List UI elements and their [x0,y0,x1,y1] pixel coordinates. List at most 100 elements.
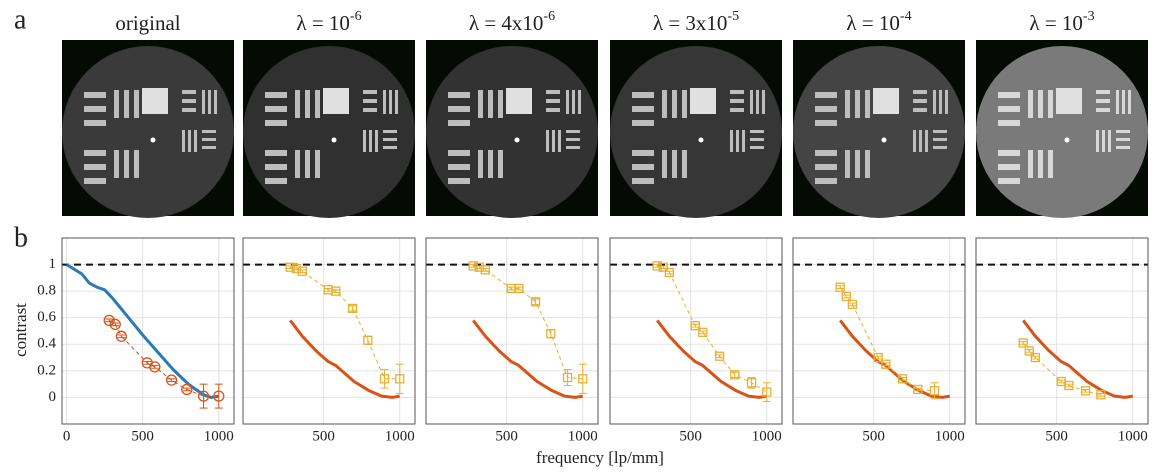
image-feature [558,130,561,152]
x-tick-label: 1000 [1118,428,1148,444]
panel-label: a [14,4,27,35]
image-feature [363,99,377,103]
image-feature [1108,130,1111,152]
panel-label: b [14,222,28,253]
error-bar [111,322,120,327]
image-disc [793,46,965,218]
image-feature [1028,150,1033,178]
image-feature [202,146,216,149]
image-feature [202,130,216,133]
image-feature [913,108,927,112]
image-title: λ = 4x10-6 [469,9,555,35]
image-feature [488,90,493,118]
image-feature [194,130,197,152]
image-feature [815,120,837,126]
image-feature [632,164,654,170]
error-bar [1057,379,1066,384]
image-feature [182,130,185,152]
image-feature [632,92,654,98]
image-disc [426,46,598,218]
image-feature [1128,90,1131,114]
y-tick-label: 0 [49,389,57,405]
image-feature [265,106,287,112]
image-feature [998,178,1020,184]
title-text: λ = 10 [846,11,900,35]
image-title: λ = 3x10-5 [653,9,739,35]
image-feature [873,88,899,114]
error-bar [167,378,176,382]
image-feature [998,120,1020,126]
plot-frame [425,237,599,425]
image-feature [448,178,470,184]
data-point [115,330,128,342]
image-feature [84,120,106,126]
image-feature [84,178,106,184]
data-point [197,390,210,402]
image-feature [1038,150,1043,178]
error-bar [105,318,114,323]
image-feature [913,90,927,94]
error-bar [898,377,907,381]
plot-area [976,238,1148,424]
data-point [165,374,178,386]
error-bar [348,305,357,312]
image-feature [114,90,119,118]
data-point [1064,380,1074,391]
image-feature [1096,130,1099,152]
image-feature [855,90,860,118]
data-point [474,262,484,272]
image-feature [1096,99,1110,103]
image-feature [265,178,287,184]
image-feature [698,137,704,143]
image-title: λ = 10-4 [846,9,911,35]
image-feature [84,150,106,156]
error-bar [1064,383,1073,388]
title-text: λ = 4x10 [469,11,544,35]
image-feature [730,90,744,94]
image-feature [305,90,310,118]
data-point [109,318,121,331]
plot-frame [609,237,783,425]
image-feature [865,90,870,118]
image-feature [305,150,310,178]
title-superscript: -4 [900,9,912,24]
image-feature [182,108,196,112]
data-point [181,383,193,396]
error-bar [1019,341,1028,345]
image-feature [998,150,1020,156]
image-feature [1064,137,1070,143]
plot-frame [975,237,1149,425]
image-feature [750,90,753,114]
image-feature [363,130,366,152]
plot-frame [242,237,416,425]
image-feature [488,150,493,178]
image-feature [998,164,1020,170]
data-point [913,384,923,395]
image-feature [514,137,520,143]
image-feature [742,130,745,152]
image-title: λ = 10-3 [1029,9,1094,35]
error-bar [881,362,890,367]
image-feature [265,164,287,170]
y-axis-label: contrast [11,303,30,357]
image-feature [363,90,377,94]
title-text: λ = 10 [1029,11,1083,35]
data-point [546,329,556,339]
error-bar [331,289,340,293]
image-feature [750,130,764,133]
data-point [881,359,891,369]
error-bar [715,354,724,359]
error-bar [1081,388,1090,393]
image-feature [1096,108,1110,112]
data-line [656,319,768,399]
image-feature [389,90,392,114]
image-feature [150,137,156,143]
error-bar [117,334,126,339]
image-feature [1048,90,1053,118]
image-feature [998,92,1020,98]
image-feature [448,92,470,98]
data-point [291,263,301,274]
y-tick-label: 0.6 [37,309,56,325]
image-feature [383,146,397,149]
